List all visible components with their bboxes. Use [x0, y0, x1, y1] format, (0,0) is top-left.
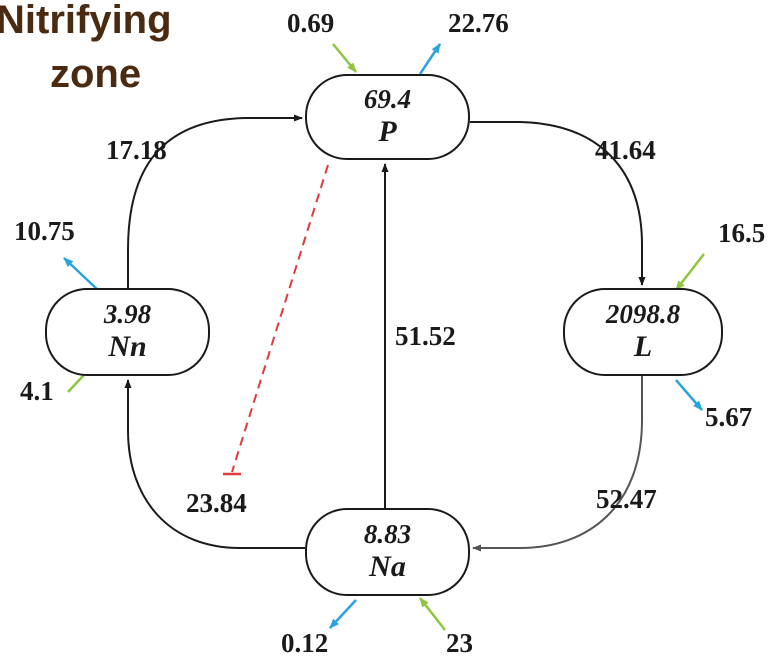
flow-nn-to-p: 17.18	[106, 135, 167, 165]
node-l: 2098.8 L	[563, 288, 723, 376]
flow-l-to-na: 52.47	[596, 484, 657, 514]
flow-nn-input: 4.1	[20, 376, 54, 406]
na-output-arrow	[329, 599, 357, 629]
flow-p-output: 22.76	[448, 8, 509, 38]
node-l-value: 2098.8	[605, 299, 681, 330]
edge-na-to-nn	[124, 379, 305, 549]
na-input-arrow	[419, 597, 446, 631]
node-p: 69.4 P	[305, 74, 470, 160]
flow-l-output: 5.67	[705, 402, 753, 432]
l-output-arrow	[675, 379, 703, 411]
node-na-label: Na	[369, 550, 406, 584]
edge-nn-to-p	[127, 114, 303, 288]
flow-na-output: 0.12	[281, 628, 329, 658]
flow-p-input: 0.69	[287, 8, 335, 38]
flow-nn-output: 10.75	[14, 216, 75, 246]
flow-l-input: 16.5	[718, 218, 766, 248]
node-nn-value: 3.98	[103, 299, 152, 330]
node-p-value: 69.4	[363, 84, 412, 115]
flow-na-to-nn: 23.84	[186, 488, 247, 518]
edge-l-to-na	[472, 376, 643, 552]
edge-p-to-l	[470, 121, 646, 286]
inhibition-line	[231, 164, 329, 473]
flow-na-to-p: 51.52	[395, 321, 456, 351]
node-na: 8.83 Na	[305, 508, 470, 596]
l-input-arrow	[675, 253, 705, 291]
nn-output-arrow	[63, 257, 99, 291]
node-nn-label: Nn	[108, 330, 147, 364]
flow-p-to-l: 41.64	[595, 135, 656, 165]
p-output-arrow	[418, 43, 442, 75]
p-input-arrow	[332, 43, 357, 73]
node-l-label: L	[633, 330, 653, 364]
flow-na-input: 23	[446, 628, 473, 658]
node-na-value: 8.83	[363, 519, 412, 550]
title-line2: zone	[50, 52, 142, 96]
node-nn: 3.98 Nn	[45, 288, 210, 376]
title-line1: Nitrifying	[0, 0, 172, 42]
node-p-label: P	[378, 115, 397, 149]
